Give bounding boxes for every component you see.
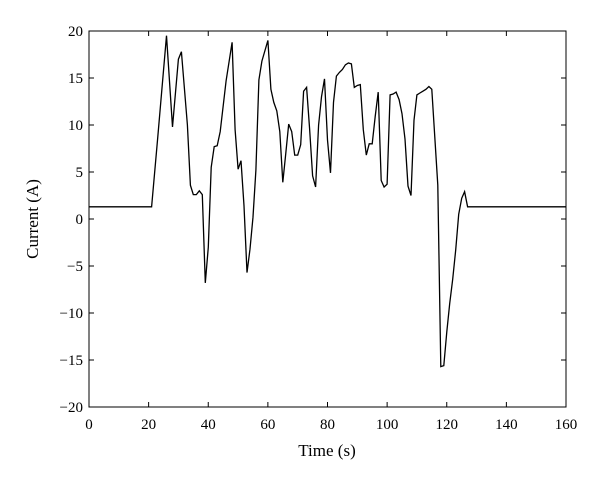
x-tick-label: 80 (320, 417, 335, 433)
y-tick-label: −10 (60, 306, 83, 322)
x-tick-label: 0 (85, 417, 93, 433)
y-tick-label: 15 (68, 71, 83, 87)
current-series-line (89, 35, 566, 368)
y-tick-label: −15 (60, 353, 83, 369)
y-tick-label: −20 (60, 400, 83, 416)
x-tick-label: 40 (201, 417, 216, 433)
plot-area-frame (88, 30, 567, 408)
y-tick-label: 0 (76, 212, 84, 228)
y-tick-label: 20 (68, 24, 83, 40)
x-tick-label: 140 (495, 417, 518, 433)
x-tick-label: 120 (436, 417, 459, 433)
x-tick-label: 60 (260, 417, 275, 433)
x-tick-label: 160 (555, 417, 578, 433)
series-layer (89, 35, 566, 368)
x-tick-label: 100 (376, 417, 399, 433)
y-tick-label: 10 (68, 118, 83, 134)
y-tick-label: 5 (76, 165, 84, 181)
x-axis-ticks: 0 20 40 60 80 100 120 140 160 (85, 31, 577, 433)
x-tick-label: 20 (141, 417, 156, 433)
y-axis-ticks: −20 −15 −10 −5 0 5 10 15 20 (60, 24, 566, 416)
x-axis-label: Time (s) (298, 441, 355, 460)
y-axis-label: Current (A) (23, 179, 42, 259)
y-tick-label: −5 (67, 259, 83, 275)
